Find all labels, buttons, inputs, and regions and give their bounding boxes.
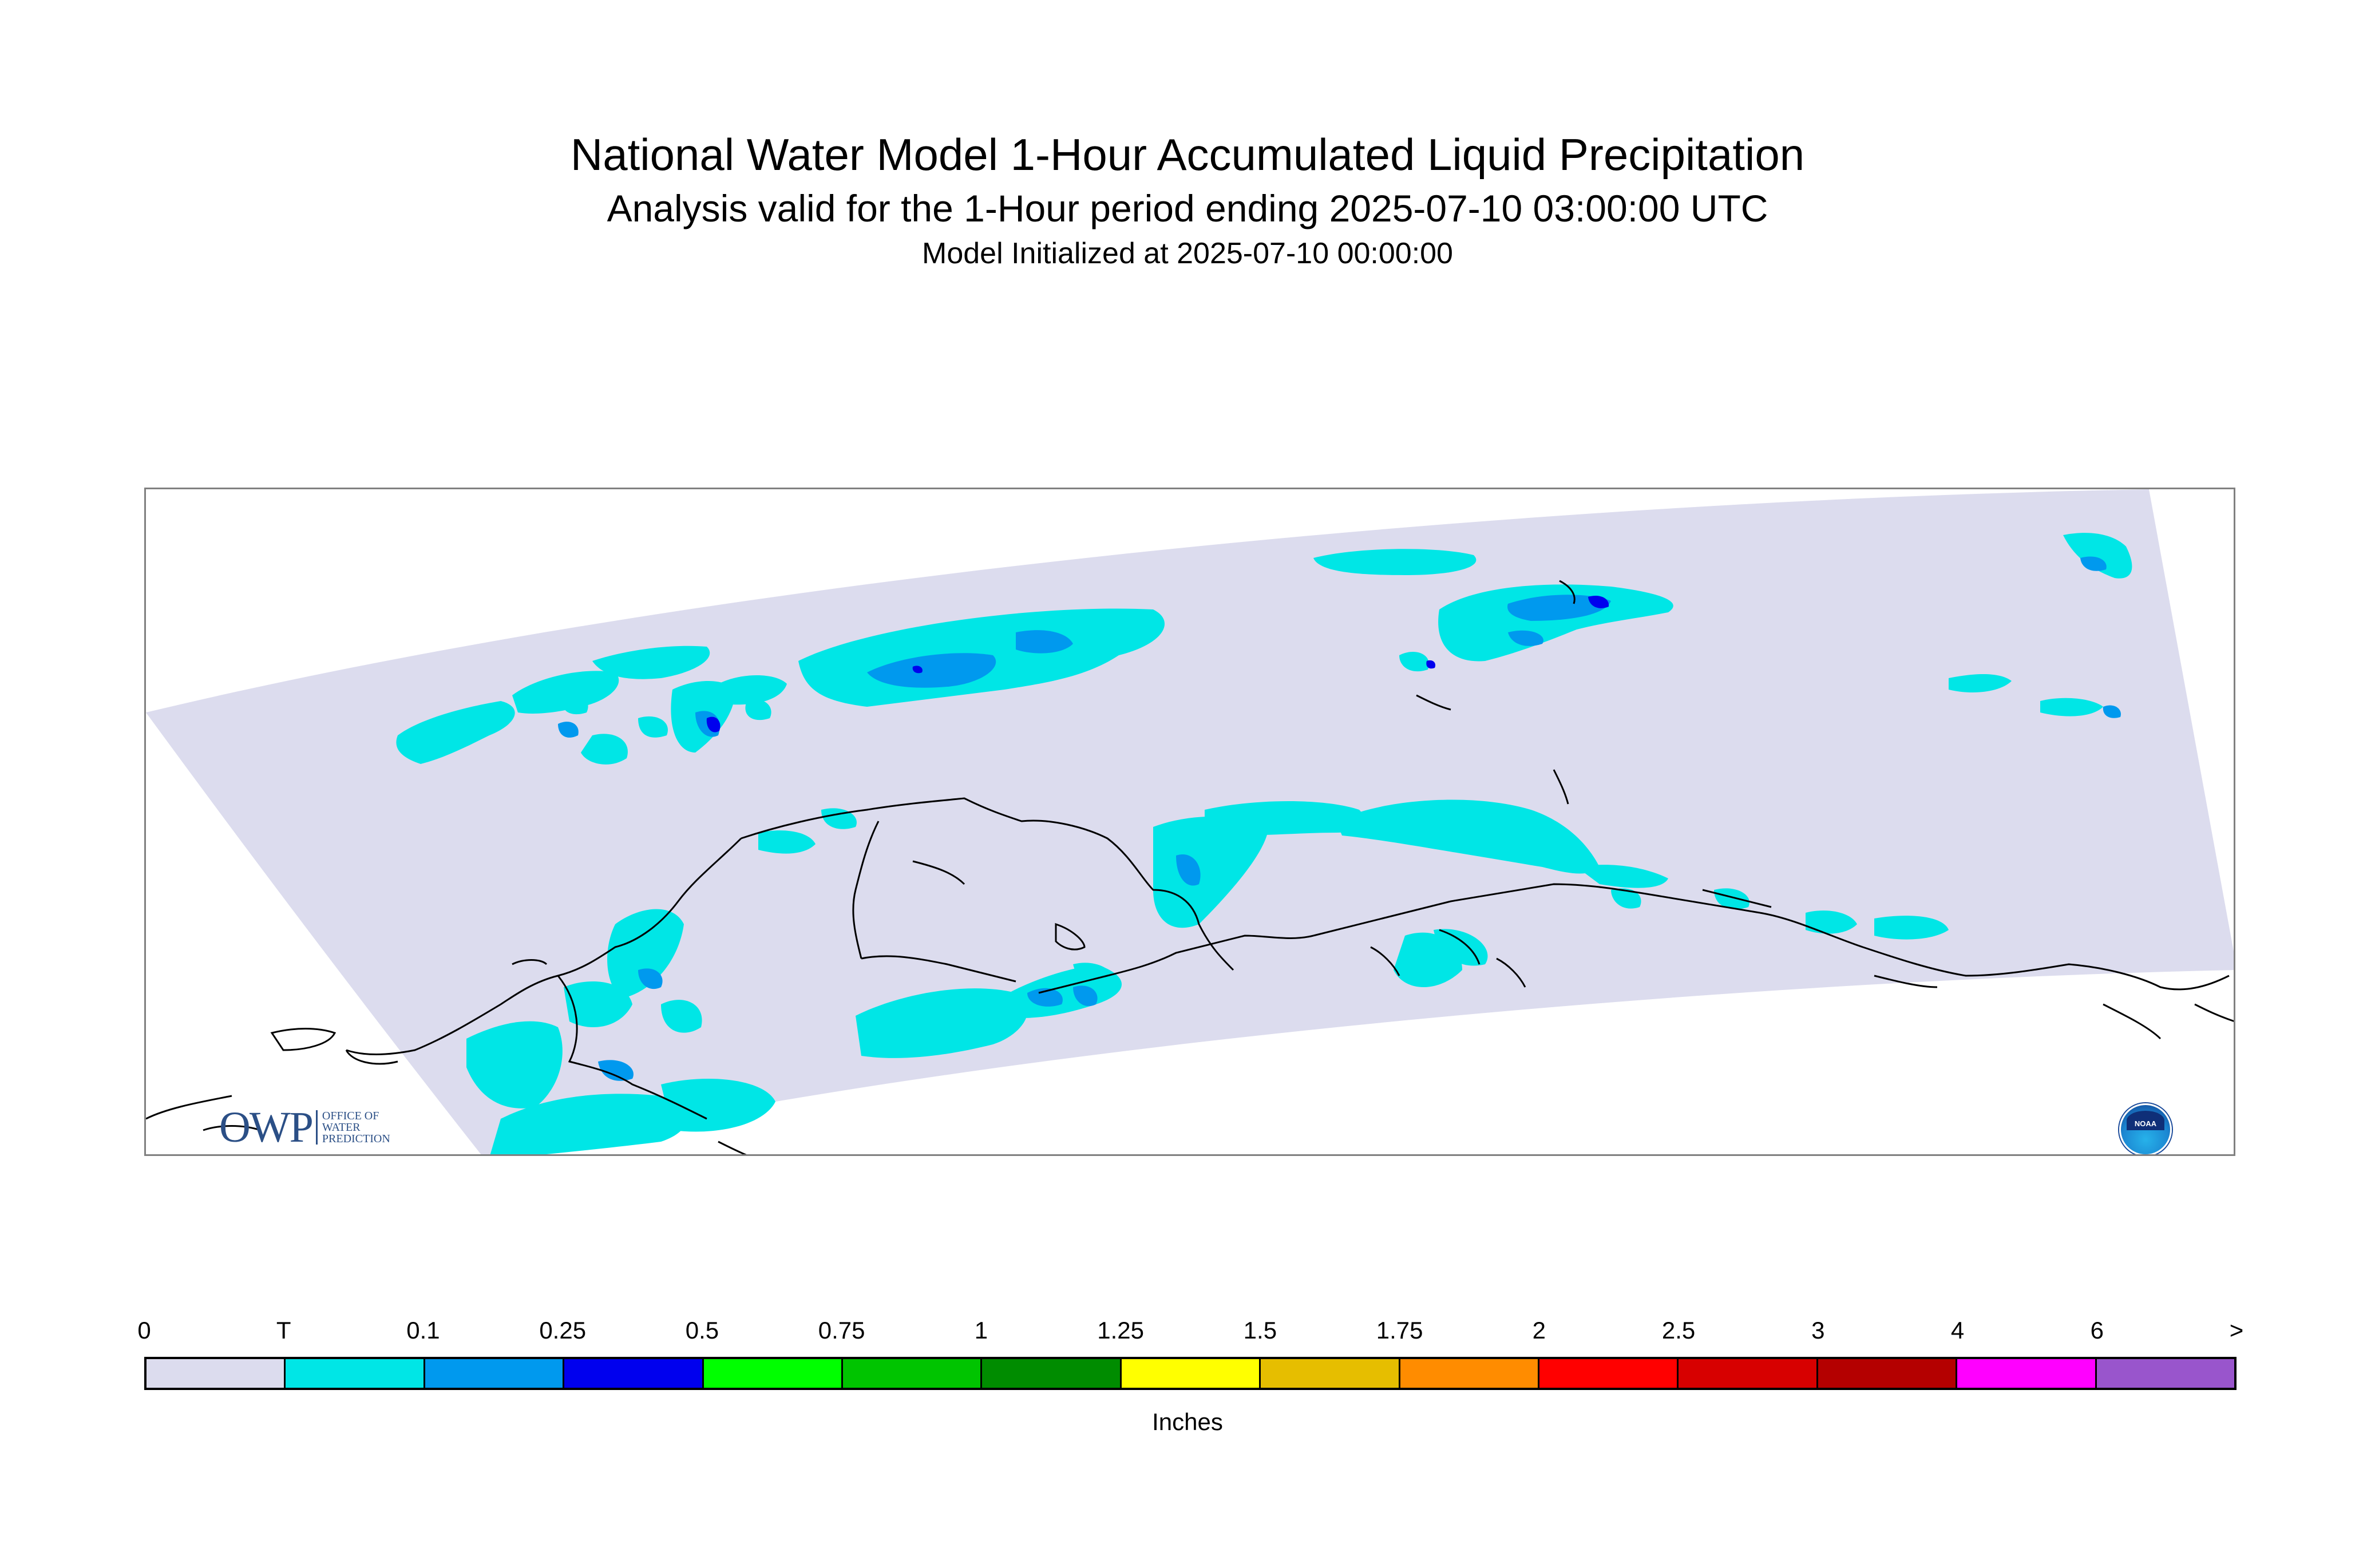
- colorbar-swatch: [564, 1359, 704, 1388]
- legend-tick-label: 0.25: [539, 1317, 587, 1344]
- colorbar-swatch: [1818, 1359, 1958, 1388]
- colorbar-swatch: [1539, 1359, 1679, 1388]
- owp-logo-office-text: Office of Water Prediction: [322, 1110, 390, 1145]
- colorbar-swatch: [1957, 1359, 2097, 1388]
- precipitation-heavy-areas: [706, 595, 1609, 732]
- model-init-time: Model Initialized at 2025-07-10 00:00:00: [922, 237, 1453, 270]
- colorbar-swatch: [2096, 1359, 2235, 1388]
- colorbar-swatch: [1400, 1359, 1540, 1388]
- colorbar-swatch: [425, 1359, 565, 1388]
- legend-tick-label: 4: [1950, 1317, 1965, 1344]
- legend-tick-label: 1.75: [1376, 1317, 1423, 1344]
- colorbar-swatch: [1679, 1359, 1818, 1388]
- colorbar-swatch: [703, 1359, 844, 1388]
- legend-tick-label: 6: [2090, 1317, 2104, 1344]
- colorbar-swatch: [286, 1359, 425, 1388]
- legend-unit-label: Inches: [1152, 1408, 1223, 1435]
- legend-tick-label: 3: [1811, 1317, 1825, 1344]
- colorbar-swatch: [1121, 1359, 1261, 1388]
- owp-logo: OWP Office of Water Prediction: [219, 1104, 408, 1150]
- owp-logo-letters: OWP: [219, 1103, 314, 1151]
- colorbar-swatch: [1261, 1359, 1400, 1388]
- legend-tick-label: >: [2229, 1317, 2244, 1344]
- coastlines: [146, 580, 2234, 1154]
- legend-tick-label: T: [276, 1317, 291, 1344]
- legend-tick-label: 2: [1532, 1317, 1546, 1344]
- noaa-bird-icon: [2127, 1111, 2164, 1130]
- map-canvas: [146, 489, 2234, 1154]
- map-title: National Water Model 1-Hour Accumulated …: [570, 129, 1805, 180]
- map-subtitle: Analysis valid for the 1-Hour period end…: [607, 187, 1768, 229]
- noaa-logo-text: NOAA: [2134, 1119, 2157, 1128]
- legend-tick-label: 1: [974, 1317, 988, 1344]
- noaa-logo: NOAA: [2119, 1103, 2172, 1154]
- colorbar-swatch: [843, 1359, 983, 1388]
- legend-tick-label: 0.1: [406, 1317, 440, 1344]
- legend-tick-label: 2.5: [1661, 1317, 1696, 1344]
- precipitation-map: OWP Office of Water Prediction NOAA: [144, 488, 2235, 1156]
- precipitation-trace-areas: [396, 533, 2132, 1154]
- legend-tick-label: 0.5: [685, 1317, 719, 1344]
- precipitation-colorbar: [144, 1357, 2237, 1390]
- precipitation-light-areas: [558, 556, 2121, 1081]
- legend-tick-label: 1.5: [1243, 1317, 1277, 1344]
- legend-tick-label: 1.25: [1097, 1317, 1144, 1344]
- legend-tick-label: 0.75: [818, 1317, 865, 1344]
- owp-logo-divider: [315, 1110, 318, 1145]
- colorbar-swatch: [982, 1359, 1122, 1388]
- colorbar-swatch: [147, 1359, 286, 1388]
- legend-tick-label: 0: [137, 1317, 151, 1344]
